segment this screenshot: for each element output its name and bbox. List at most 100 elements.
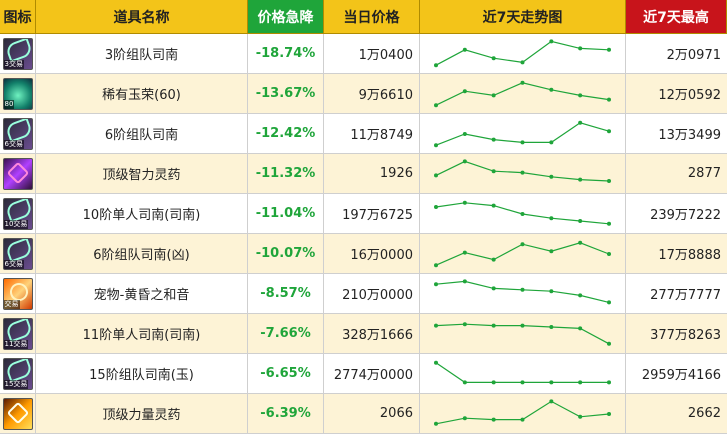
current-price: 197万6725 <box>324 194 420 233</box>
icon-tag: 11交易 <box>3 339 29 349</box>
seven-day-max: 239万7222 <box>650 208 721 223</box>
table-row[interactable]: 80 稀有玉荣(60) -13.67% 9万6610 12万0592 <box>0 74 727 114</box>
sparkline-point <box>491 286 496 291</box>
item-name: 6阶组队司南(凶) <box>36 234 248 273</box>
table-row[interactable]: 交易 宠物-黄昏之和音 -8.57% 210万0000 277万7777 <box>0 274 727 314</box>
icon-tag: 10交易 <box>3 219 29 229</box>
sparkline-point <box>578 240 583 245</box>
sparkline-point <box>549 325 554 329</box>
table-row[interactable]: 顶级智力灵药 -11.32% 1926 2877 <box>0 154 727 194</box>
sparkline-point <box>520 380 525 385</box>
sparkline-point <box>491 257 496 262</box>
sparkline-point <box>462 159 467 164</box>
table-row[interactable]: 10交易 10阶单人司南(司南) -11.04% 197万6725 239万72… <box>0 194 727 234</box>
sparkline-point <box>549 39 554 44</box>
potion-icon <box>2 157 33 190</box>
sparkline-point <box>491 380 496 385</box>
sparkline-point <box>434 205 438 209</box>
table-row[interactable]: 3交易 3阶组队司南 -18.74% 1万0400 2万0971 <box>0 34 727 74</box>
sparkline-point <box>578 46 583 51</box>
sparkline-point <box>607 412 611 416</box>
sparkline-point <box>491 169 496 174</box>
sparkline-point <box>520 323 525 328</box>
sparkline-point <box>578 326 583 331</box>
sparkline-svg <box>434 159 611 183</box>
item-name: 顶级力量灵药 <box>36 394 248 433</box>
sparkline-point <box>578 93 583 98</box>
sparkline-point <box>607 97 611 102</box>
siege-doc-icon: 15交易 <box>2 357 33 390</box>
header-name: 道具名称 <box>36 0 248 33</box>
price-drop: -10.07% <box>248 234 324 273</box>
sparkline-svg <box>434 120 611 148</box>
sparkline-point <box>578 380 583 385</box>
sparkline-point <box>434 360 438 365</box>
sparkline-svg <box>434 279 611 305</box>
sparkline-point <box>549 140 554 145</box>
strength-potion-icon <box>2 397 33 430</box>
sparkline-svg <box>434 240 611 268</box>
table-row[interactable]: 11交易 11阶单人司南(司南) -7.66% 328万1666 377万826… <box>0 314 727 354</box>
pet-icon: 交易 <box>2 277 33 310</box>
item-icon-cell: 6交易 <box>0 234 36 273</box>
current-price: 1万0400 <box>324 34 420 73</box>
seven-day-max: 2877 <box>687 166 721 181</box>
sparkline-point <box>462 89 467 94</box>
sparkline-point <box>462 380 467 385</box>
current-price: 2066 <box>324 394 420 433</box>
price-drop: -7.66% <box>248 314 324 353</box>
table-row[interactable]: 6交易 6阶组队司南(凶) -10.07% 16万0000 17万8888 <box>0 234 727 274</box>
sparkline-point <box>520 140 525 145</box>
sparkline-svg <box>434 200 611 226</box>
sparkline-point <box>578 177 583 182</box>
sparkline-point <box>607 380 611 385</box>
siege-doc-icon: 10交易 <box>2 197 33 230</box>
trend-sparkline <box>420 314 626 353</box>
sparkline-point <box>578 414 583 419</box>
siege-doc-icon: 6交易 <box>2 117 33 150</box>
sparkline-point <box>434 421 438 426</box>
sparkline-point <box>549 399 554 404</box>
price-drop: -8.57% <box>248 274 324 313</box>
sparkline-point <box>549 249 554 254</box>
sparkline-point <box>520 80 525 85</box>
table-row[interactable]: 15交易 15阶组队司南(玉) -6.65% 2774万0000 2959万41… <box>0 354 727 394</box>
sparkline-line <box>435 280 610 303</box>
header-icon: 图标 <box>0 0 36 33</box>
trend-sparkline <box>420 34 626 73</box>
sparkline-point <box>578 219 583 223</box>
table-row[interactable]: 顶级力量灵药 -6.39% 2066 2662 <box>0 394 727 434</box>
sparkline-point <box>462 322 467 327</box>
sparkline-point <box>607 129 611 134</box>
sparkline-point <box>434 143 438 148</box>
price-drop: -11.32% <box>248 154 324 193</box>
item-name: 顶级智力灵药 <box>36 154 248 193</box>
trend-sparkline <box>420 394 626 433</box>
sparkline-point <box>434 263 438 268</box>
sparkline-point <box>578 293 583 298</box>
item-name: 15阶组队司南(玉) <box>36 354 248 393</box>
icon-tag: 80 <box>3 99 15 109</box>
item-name: 6阶组队司南 <box>36 114 248 153</box>
header-price: 当日价格 <box>324 0 420 33</box>
trend-sparkline <box>420 74 626 113</box>
sparkline-svg <box>434 399 611 426</box>
item-name: 11阶单人司南(司南) <box>36 314 248 353</box>
item-icon-cell <box>0 154 36 193</box>
icon-tag: 3交易 <box>3 59 24 69</box>
item-icon-cell: 11交易 <box>0 314 36 353</box>
item-name: 10阶单人司南(司南) <box>36 194 248 233</box>
item-icon-cell <box>0 394 36 433</box>
table-row[interactable]: 6交易 6阶组队司南 -12.42% 11万8749 13万3499 <box>0 114 727 154</box>
trend-sparkline <box>420 354 626 393</box>
siege-doc-icon: 11交易 <box>2 317 33 350</box>
sparkline-point <box>607 341 611 346</box>
sparkline-point <box>607 300 611 305</box>
sparkline-point <box>491 417 496 422</box>
sparkline-point <box>549 289 554 294</box>
item-icon-cell: 交易 <box>0 274 36 313</box>
icon-tag: 15交易 <box>3 379 29 389</box>
sparkline-point <box>607 47 611 52</box>
item-icon-cell: 80 <box>0 74 36 113</box>
